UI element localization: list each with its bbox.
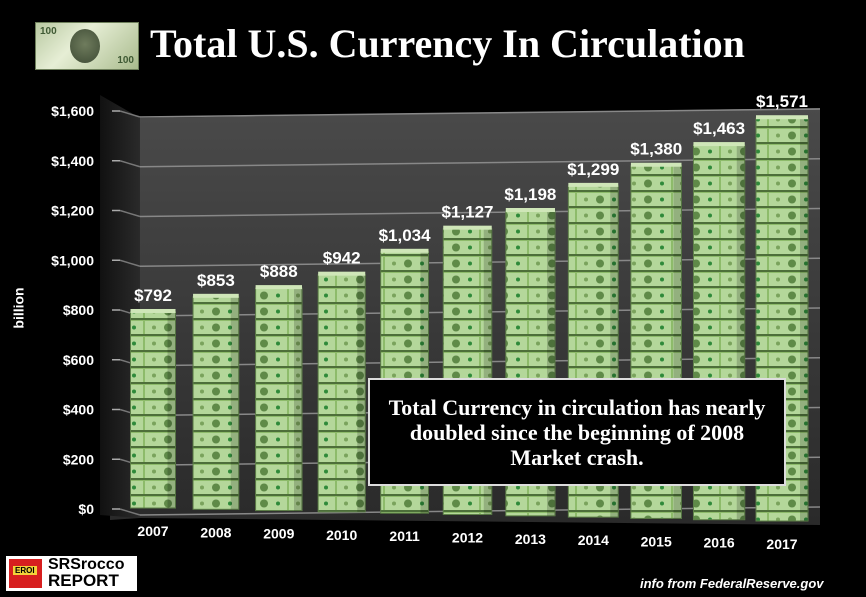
x-tick-label: 2013 — [515, 531, 546, 547]
y-tick-label: $1,400 — [51, 153, 94, 169]
srsrocco-logo: EROI SRSrocco REPORT — [6, 556, 137, 591]
bar-side-shade — [800, 118, 808, 522]
x-tick-label: 2011 — [389, 528, 420, 544]
y-tick-label: $400 — [63, 402, 94, 418]
data-label: $1,463 — [693, 119, 745, 138]
bar-top — [756, 115, 808, 120]
bill-denomination: 100 — [40, 26, 57, 37]
data-label: $1,127 — [442, 203, 494, 222]
gridline-side — [119, 508, 141, 516]
bar-2007 — [130, 311, 176, 509]
y-tick-label: $1,200 — [51, 203, 94, 219]
bill-denomination: 100 — [117, 55, 134, 66]
y-tick-label: $1,600 — [51, 103, 94, 119]
bar-top — [193, 293, 239, 298]
x-tick-label: 2016 — [704, 535, 735, 551]
gridline-side — [119, 259, 141, 267]
data-label: $1,571 — [756, 92, 808, 111]
logo-line1: SRSrocco — [48, 556, 125, 573]
bar-top — [255, 285, 302, 290]
bar-side-shade — [167, 311, 176, 508]
bar-2009 — [255, 287, 303, 512]
data-label: $1,380 — [630, 140, 682, 159]
bar-side-shade — [483, 228, 492, 515]
data-label: $888 — [260, 262, 298, 281]
x-tick-label: 2012 — [452, 530, 483, 546]
bar-top — [443, 225, 492, 230]
bar-top — [505, 207, 555, 212]
gridline-side — [119, 160, 141, 168]
y-tick-label: $1,000 — [51, 252, 94, 268]
x-tick-label: 2014 — [578, 532, 609, 548]
bar-side-shade — [673, 165, 682, 519]
portrait — [70, 29, 100, 63]
bar-top — [318, 271, 366, 276]
source-note: info from FederalReserve.gov — [640, 576, 824, 591]
bar-side-shade — [230, 296, 239, 510]
bar-top — [693, 142, 745, 147]
data-label: $942 — [323, 249, 361, 268]
x-tick-label: 2010 — [326, 527, 357, 543]
logo-line2: REPORT — [48, 571, 119, 590]
bar-side-shade — [736, 145, 745, 520]
data-label: $853 — [197, 271, 235, 290]
y-axis-label: billion — [10, 287, 27, 329]
gridline-side — [119, 209, 141, 218]
data-label: $1,034 — [379, 226, 432, 245]
x-tick-label: 2015 — [641, 533, 672, 549]
data-label: $1,198 — [504, 185, 556, 204]
bar-top — [630, 162, 682, 167]
gridline — [139, 108, 821, 118]
bar-2010 — [317, 274, 366, 513]
bar-top — [568, 182, 619, 187]
x-tick-label: 2017 — [766, 536, 797, 552]
x-tick-label: 2007 — [137, 523, 168, 539]
dollar-bill-image: 100 100 — [35, 22, 139, 70]
x-tick-label: 2008 — [200, 524, 231, 540]
y-tick-label: $0 — [78, 501, 94, 517]
bar-side-shade — [610, 185, 619, 518]
x-tick-label: 2009 — [263, 526, 294, 542]
y-tick-label: $200 — [63, 451, 94, 467]
data-label: $792 — [134, 286, 172, 305]
bar-top — [130, 308, 176, 313]
bar-2008 — [192, 296, 240, 510]
annotation-box: Total Currency in circulation has nearly… — [368, 378, 786, 486]
gridline-side — [119, 110, 141, 118]
y-tick-label: $600 — [63, 352, 94, 368]
chart-title: Total U.S. Currency In Circulation — [150, 21, 745, 66]
data-label: $1,299 — [567, 160, 619, 179]
logo-badge: EROI — [13, 566, 37, 575]
bar-top — [380, 248, 429, 253]
y-tick-label: $800 — [63, 302, 94, 318]
bar-side-shade — [357, 274, 366, 512]
bar-side-shade — [547, 210, 555, 516]
bar-side-shade — [294, 288, 302, 511]
